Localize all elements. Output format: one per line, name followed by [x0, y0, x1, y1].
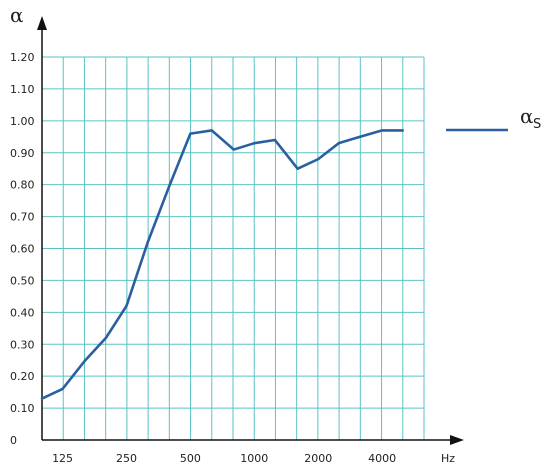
x-tick-label: 1000 [240, 452, 268, 465]
x-tick-label: 125 [52, 452, 73, 465]
y-tick-label: 0.40 [10, 306, 35, 319]
series-layer [40, 129, 404, 400]
x-tick-label: 4000 [368, 452, 396, 465]
y-tick-label: 1.00 [10, 115, 35, 128]
x-axis-unit: Hz [441, 452, 455, 465]
grid [42, 56, 425, 440]
x-tick-label: 500 [180, 452, 201, 465]
axes [37, 16, 464, 445]
x-axis-arrow [450, 435, 464, 445]
y-tick-label: 0.10 [10, 402, 35, 415]
series-line-alpha-s [40, 129, 404, 400]
x-tick-label: 2000 [304, 452, 332, 465]
y-axis-label: α [10, 3, 24, 27]
y-tick-label: 1.20 [10, 51, 35, 64]
y-tick-label: 0.60 [10, 243, 35, 256]
tick-labels: 0 0.10 0.20 0.30 0.40 0.50 0.60 0.70 0.80 0.90 1.0… [10, 3, 455, 465]
legend-label: α [520, 104, 534, 128]
y-tick-label: 0.30 [10, 338, 35, 351]
y-tick-label: 0.90 [10, 147, 35, 160]
legend-label-subscript: S [533, 117, 541, 132]
y-axis-arrow [37, 16, 47, 30]
y-tick-label: 0 [10, 434, 17, 447]
y-tick-label: 0.20 [10, 370, 35, 383]
y-tick-label: 0.80 [10, 179, 35, 192]
y-tick-label: 1.10 [10, 83, 35, 96]
y-tick-label: 0.50 [10, 274, 35, 287]
x-tick-label: 250 [116, 452, 137, 465]
y-tick-label: 0.70 [10, 211, 35, 224]
